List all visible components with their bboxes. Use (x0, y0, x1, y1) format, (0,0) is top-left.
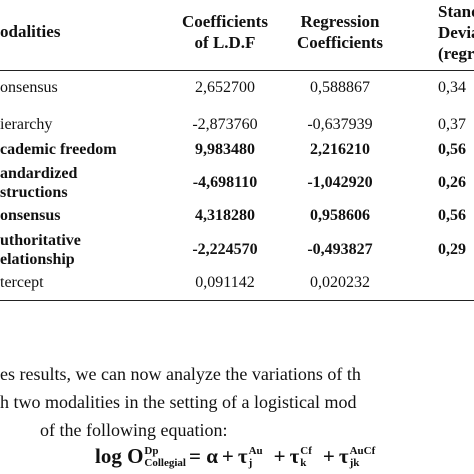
rule (0, 70, 474, 71)
subscript: Collegial (144, 456, 186, 469)
table-cell: -2,224570 (192, 241, 258, 258)
table-cell: 2,216210 (310, 141, 370, 158)
table-cell: 0,56 (438, 207, 466, 224)
row-label: andardized (0, 165, 78, 182)
header-cell: Regression (300, 12, 380, 31)
table-cell: 0,56 (438, 141, 466, 158)
table-cell: 0,588867 (310, 79, 370, 96)
table-cell: -4,698110 (192, 174, 258, 191)
header-cell: Coefficients (182, 12, 268, 31)
equation-term: τ Cf k (290, 444, 315, 469)
header-cell: Stand (438, 2, 474, 21)
rule (0, 300, 474, 301)
table-cell: 0,020232 (310, 274, 370, 291)
table-cell: 0,37 (438, 116, 466, 133)
script: AuCf jk (350, 445, 376, 469)
equation-text: = α (188, 444, 218, 468)
script: Cf k (300, 445, 312, 469)
superscript: Au (248, 444, 263, 457)
subscript: k (300, 456, 307, 469)
superscript: Cf (300, 444, 312, 457)
row-label: tercept (0, 274, 44, 291)
row-label: cademic freedom (0, 141, 117, 158)
equation-symbol: τ (237, 444, 248, 468)
header-cell: (regre (438, 44, 474, 63)
equation-term: τ Au j (238, 444, 266, 469)
paragraph-line: es results, we can now analyze the varia… (0, 364, 361, 384)
equation-text: log O (95, 444, 144, 468)
equation: log O Dp Collegial = α + τ Au j + τ Cf k + τ AuCf jk (95, 444, 382, 469)
equation-term: τ AuCf jk (339, 444, 378, 469)
row-label: onsensus (0, 207, 61, 224)
equation-symbol: τ (289, 444, 300, 468)
table-cell: 0,958606 (310, 207, 370, 224)
equation-text: + (273, 444, 286, 468)
superscript: Dp (144, 444, 159, 457)
table-cell: -0,493827 (307, 241, 373, 258)
row-label: onsensus (0, 79, 58, 96)
table-cell: -0,637939 (307, 116, 373, 133)
table-cell: 0,34 (438, 79, 466, 96)
table-cell: -1,042920 (307, 174, 373, 191)
row-label: structions (0, 184, 68, 201)
header-cell: odalities (0, 22, 61, 41)
table-cell: 0,091142 (195, 274, 255, 291)
header-cell: of L.D.F (194, 33, 256, 52)
table-cell: 2,652700 (195, 79, 255, 96)
row-label: elationship (0, 251, 75, 268)
table-cell: 0,29 (438, 241, 466, 258)
table-cell: 9,983480 (195, 141, 255, 158)
row-label: ierarchy (0, 116, 53, 133)
script: Dp Collegial (144, 445, 186, 469)
row-label: uthoritative (0, 232, 81, 249)
table-cell: 4,318280 (195, 207, 255, 224)
equation-text: + (221, 444, 234, 468)
equation-text: + (322, 444, 335, 468)
header-cell: Devia (438, 23, 474, 42)
equation-symbol: τ (338, 444, 349, 468)
superscript: AuCf (349, 444, 376, 457)
paragraph-line: of the following equation: (40, 420, 228, 440)
header-cell: Coefficients (297, 33, 383, 52)
table-cell: 0,26 (438, 174, 466, 191)
subscript: jk (349, 456, 360, 469)
subscript: j (248, 456, 253, 469)
script: Au j (249, 445, 263, 469)
paragraph-line: h two modalities in the setting of a log… (0, 392, 357, 412)
table-cell: -2,873760 (192, 116, 258, 133)
